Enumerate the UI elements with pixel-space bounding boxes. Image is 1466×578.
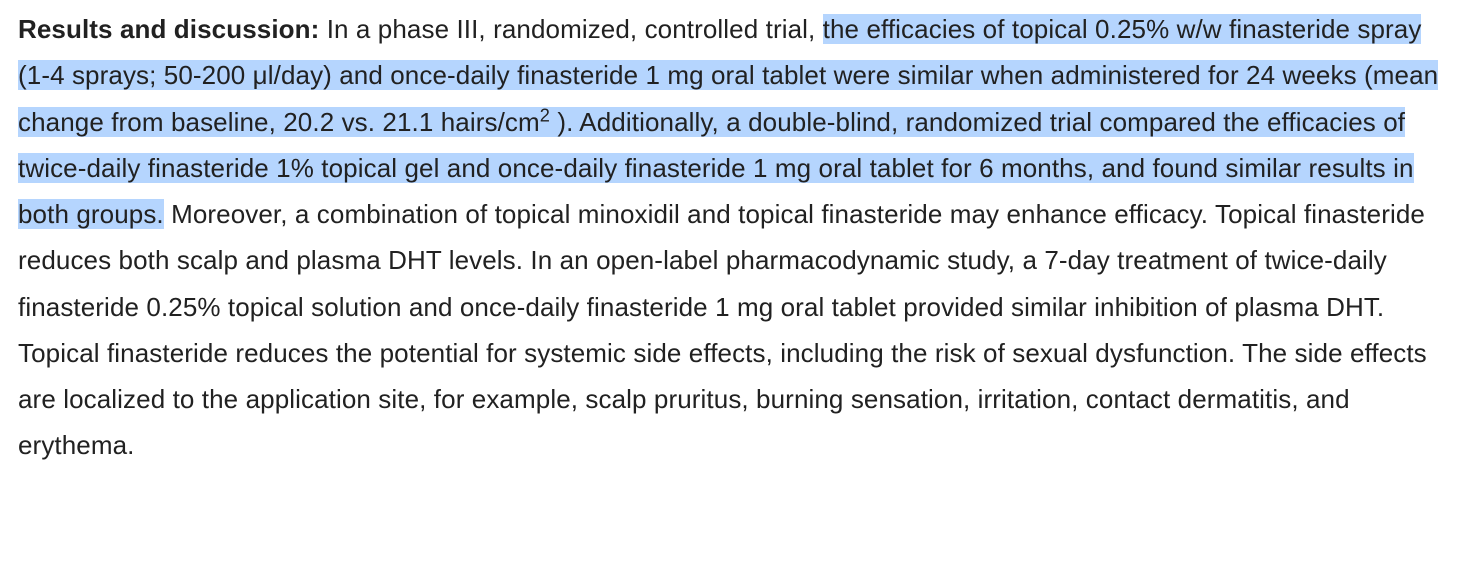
text-post-highlight: Moreover, a combination of topical minox… bbox=[18, 199, 1427, 460]
text-pre-highlight: In a phase III, randomized, controlled t… bbox=[319, 14, 822, 44]
superscript-2: 2 bbox=[540, 105, 550, 125]
highlighted-selection: the efficacies of topical 0.25% w/w fina… bbox=[18, 14, 1438, 229]
section-label: Results and discussion: bbox=[18, 14, 319, 44]
results-discussion-paragraph: Results and discussion: In a phase III, … bbox=[18, 6, 1448, 469]
